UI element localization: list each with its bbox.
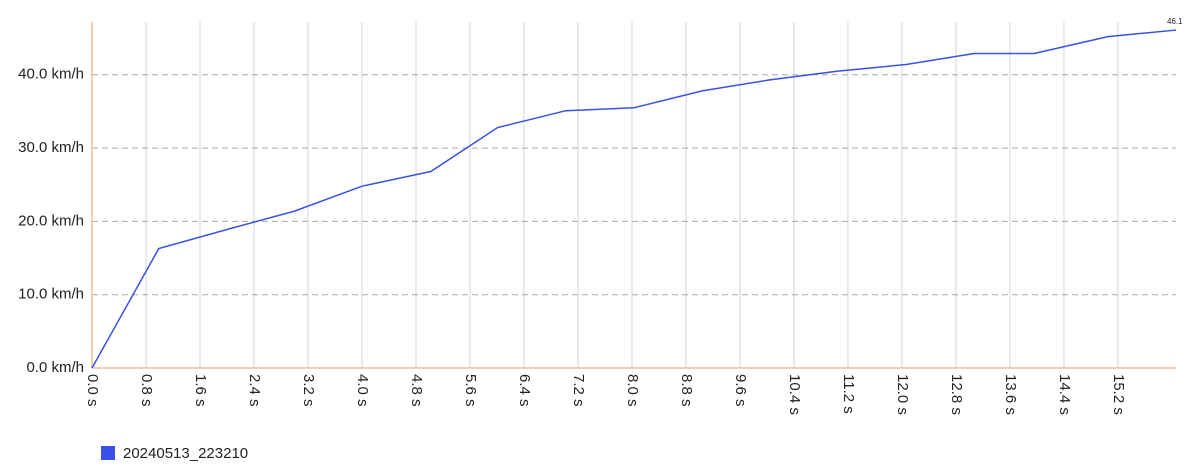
x-tick-label: 15.2 s — [1110, 374, 1127, 415]
y-tick-label: 40.0 km/h — [18, 66, 84, 83]
x-tick-label: 4.0 s — [354, 374, 371, 407]
x-tick-label: 12.8 s — [948, 374, 965, 415]
x-tick-label: 2.4 s — [246, 374, 263, 407]
x-tick-label: 10.4 s — [786, 374, 803, 415]
data-label: 46.1 — [1167, 17, 1183, 26]
x-tick-label: 5.6 s — [462, 374, 479, 407]
x-tick-label: 7.2 s — [570, 374, 587, 407]
x-tick-label: 8.0 s — [624, 374, 641, 407]
x-tick-label: 13.6 s — [1002, 374, 1019, 415]
y-tick-label: 20.0 km/h — [18, 212, 84, 229]
x-tick-label: 14.4 s — [1056, 374, 1073, 415]
x-tick-label: 11.2 s — [840, 374, 857, 414]
x-tick-label: 0.8 s — [138, 374, 155, 407]
x-tick-label: 6.4 s — [516, 374, 533, 407]
legend-swatch — [101, 446, 115, 460]
x-tick-label: 1.6 s — [192, 374, 209, 407]
x-tick-label: 0.0 s — [84, 374, 101, 407]
legend-label: 20240513_223210 — [123, 445, 248, 462]
y-tick-label: 30.0 km/h — [18, 139, 84, 156]
x-tick-label: 9.6 s — [732, 374, 749, 407]
x-tick-label: 3.2 s — [300, 374, 317, 407]
y-tick-label: 0.0 km/h — [26, 359, 84, 376]
x-tick-label: 8.8 s — [678, 374, 695, 407]
line-series — [91, 29, 1177, 369]
x-tick-label: 12.0 s — [894, 374, 911, 415]
y-tick-label: 10.0 km/h — [18, 286, 84, 303]
x-tick-label: 4.8 s — [408, 374, 425, 407]
